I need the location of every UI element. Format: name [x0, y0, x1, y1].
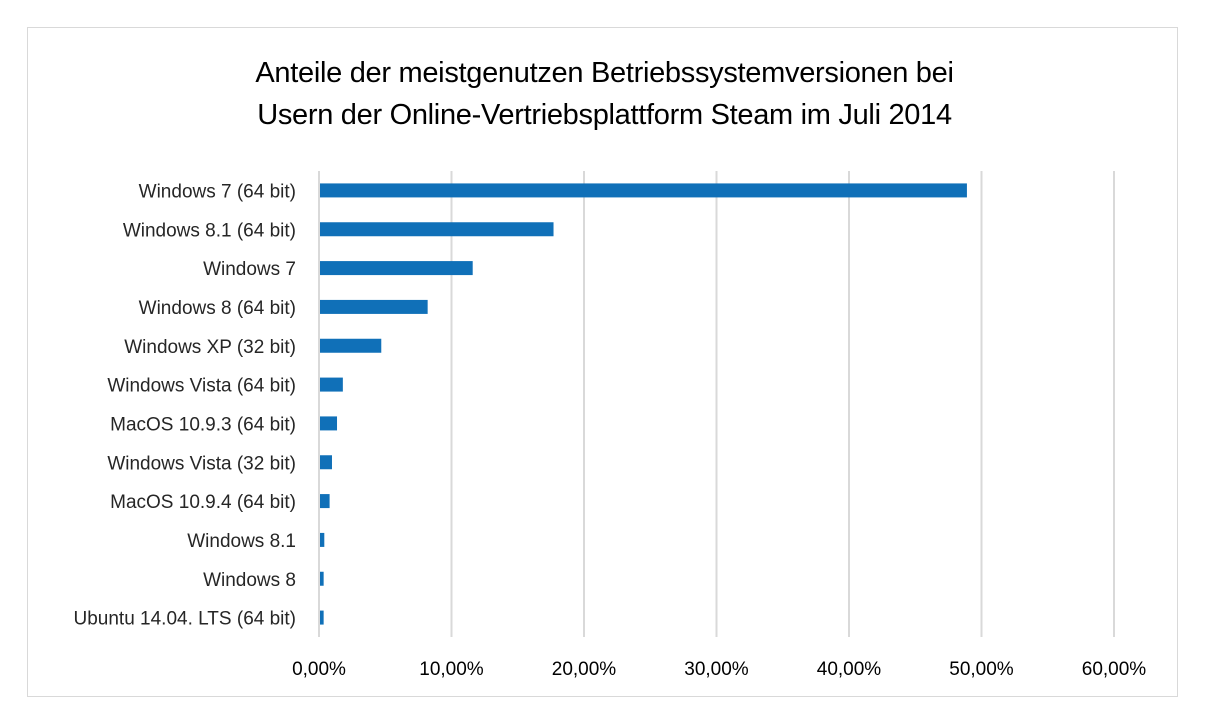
category-label: Windows XP (32 bit) — [124, 337, 296, 358]
x-tick-label: 0,00% — [292, 659, 346, 680]
bar — [320, 571, 324, 586]
category-label: Windows Vista (32 bit) — [107, 453, 296, 474]
bar — [320, 377, 343, 392]
category-label: Windows 8.1 — [187, 531, 296, 552]
x-tick-label: 50,00% — [949, 659, 1014, 680]
bar — [320, 183, 967, 198]
x-tick-label: 40,00% — [817, 659, 882, 680]
category-label: Ubuntu 14.04. LTS (64 bit) — [74, 609, 297, 630]
value-axis-labels: 0,00% 10,00% 20,00% 30,00% 40,00% 50,00% 60,00… — [292, 659, 1146, 680]
chart-title-line-2: Usern der Online-Vertriebsplattform Stea… — [257, 99, 952, 131]
bars — [320, 183, 967, 625]
category-label: Windows 8 (64 bit) — [139, 298, 296, 319]
x-tick-label: 60,00% — [1082, 659, 1147, 680]
category-label: MacOS 10.9.4 (64 bit) — [110, 492, 296, 513]
category-axis-labels: Windows 7 (64 bit) Windows 8.1 (64 bit) Wi… — [74, 181, 297, 629]
x-tick-label: 20,00% — [552, 659, 617, 680]
category-label: Windows 7 (64 bit) — [139, 181, 296, 202]
bar — [320, 610, 324, 625]
chart-title-line-1: Anteile der meistgenutzen Betriebssystem… — [255, 57, 954, 89]
category-label: Windows 7 — [203, 259, 296, 280]
x-tick-label: 30,00% — [684, 659, 749, 680]
bar — [320, 455, 332, 470]
category-label: Windows 8.1 (64 bit) — [123, 220, 296, 241]
bar — [320, 532, 325, 547]
x-tick-label: 10,00% — [419, 659, 484, 680]
bar — [320, 299, 428, 314]
bar — [320, 222, 554, 237]
category-label: Windows Vista (64 bit) — [107, 376, 296, 397]
bar — [320, 494, 330, 509]
category-label: Windows 8 — [203, 570, 296, 591]
chart-title: Anteile der meistgenutzen Betriebssystem… — [0, 52, 1209, 136]
bar — [320, 338, 382, 353]
bar — [320, 261, 473, 276]
bar — [320, 416, 338, 431]
chart-area — [27, 27, 1178, 697]
gridlines — [318, 171, 1115, 637]
category-label: MacOS 10.9.3 (64 bit) — [110, 414, 296, 435]
